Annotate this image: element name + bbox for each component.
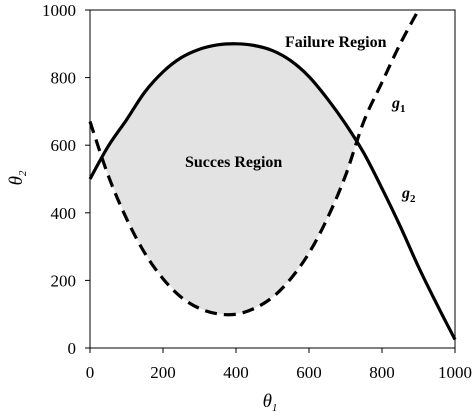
success-region-fill [102,43,357,315]
y-tick-label: 800 [51,69,77,88]
failure-region-label: Failure Region [285,34,387,51]
g1-label-subscript: 1 [400,103,406,115]
x-tick-label: 800 [369,363,395,382]
g1-label: g1 [391,95,406,115]
success-region-label: Succes Region [185,154,282,171]
y-tick-label: 400 [51,204,77,223]
y-axis-title-subscript: 2 [17,170,29,176]
x-tick-label: 200 [150,363,176,382]
x-tick-label: 0 [86,363,95,382]
g2-label-subscript: 2 [410,193,416,205]
y-tick-label: 600 [51,136,77,155]
y-axis-ticks: 0 200 400 600 800 1000 [42,1,90,358]
x-axis-title-subscript: 1 [272,402,278,414]
series-g2-line [88,42,457,341]
x-axis-ticks: 0 200 400 600 800 1000 [86,348,472,382]
series-g1-line [88,9,420,317]
y-tick-label: 1000 [42,1,76,20]
x-tick-label: 1000 [438,363,472,382]
y-tick-label: 200 [51,271,77,290]
y-tick-label: 0 [68,339,77,358]
plot-frame [89,9,456,349]
g2-label: g2 [401,185,416,205]
x-tick-label: 600 [296,363,322,382]
x-axis-title: θ1 [263,391,278,414]
x-tick-label: 400 [223,363,249,382]
y-axis-title: θ2 [6,170,29,185]
